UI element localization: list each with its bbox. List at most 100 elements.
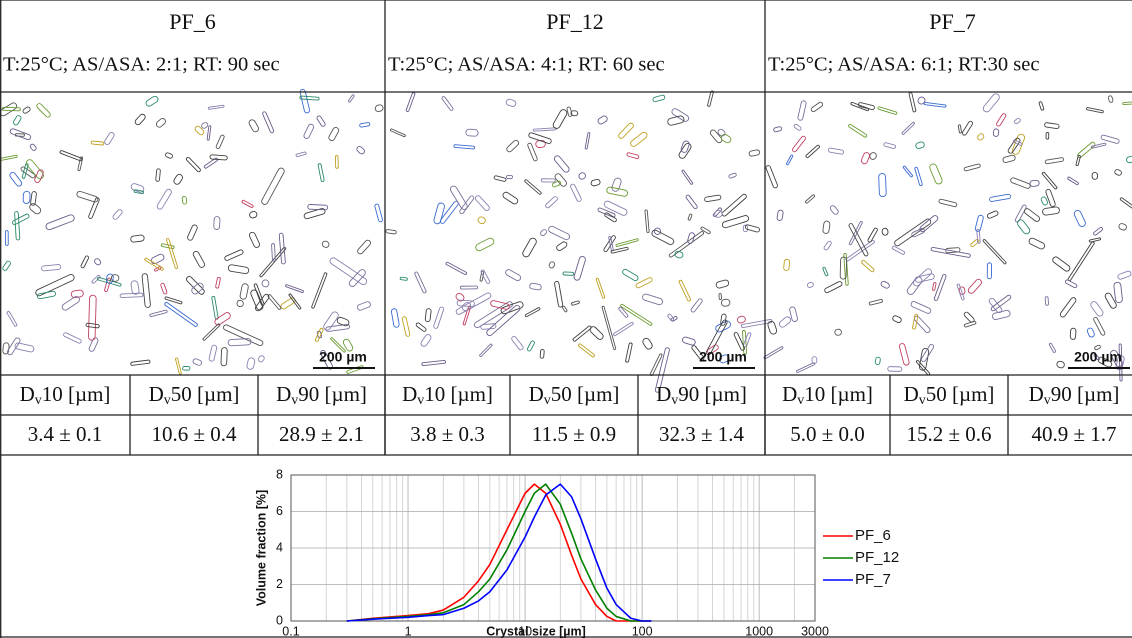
crystal bbox=[374, 104, 384, 113]
crystal bbox=[967, 278, 982, 294]
crystal bbox=[215, 134, 225, 150]
crystal bbox=[80, 255, 90, 269]
crystal bbox=[848, 221, 863, 246]
crystal bbox=[421, 359, 446, 367]
crystal bbox=[789, 306, 798, 322]
crystal bbox=[29, 203, 42, 215]
crystal bbox=[678, 279, 691, 302]
crystal bbox=[642, 337, 653, 350]
crystal bbox=[860, 152, 870, 165]
crystal bbox=[603, 200, 628, 216]
stat-header-sub: v bbox=[164, 393, 171, 408]
crystal bbox=[213, 216, 221, 230]
crystal bbox=[539, 348, 545, 359]
crystal bbox=[791, 135, 806, 153]
crystal bbox=[227, 264, 250, 275]
stat-value: 11.5 ± 0.9 bbox=[532, 422, 616, 446]
stat-value: 28.9 ± 2.1 bbox=[279, 422, 364, 446]
crystal bbox=[982, 239, 1007, 265]
crystal bbox=[271, 243, 276, 262]
crystal bbox=[806, 281, 814, 288]
crystal bbox=[765, 165, 778, 189]
crystal bbox=[1041, 171, 1058, 190]
crystal bbox=[874, 356, 881, 366]
crystal bbox=[635, 277, 653, 289]
crystal bbox=[912, 313, 919, 330]
crystal bbox=[214, 312, 231, 326]
crystal bbox=[1094, 344, 1101, 351]
crystal bbox=[590, 178, 601, 187]
crystal bbox=[1114, 169, 1122, 176]
crystal bbox=[441, 96, 454, 111]
crystal bbox=[433, 306, 445, 329]
stat-header-main: D bbox=[904, 382, 919, 406]
crystal bbox=[720, 133, 732, 144]
crystal bbox=[911, 228, 925, 238]
crystal bbox=[328, 127, 340, 142]
crystal bbox=[88, 337, 99, 352]
crystal bbox=[548, 261, 556, 269]
sample-conditions: T:25°C; AS/ASA: 2:1; RT: 90 sec bbox=[3, 54, 280, 76]
stat-header: Dv10 [µm] bbox=[402, 382, 493, 408]
crystal bbox=[477, 216, 486, 225]
crystal bbox=[1038, 101, 1045, 111]
crystal bbox=[374, 203, 383, 223]
crystal bbox=[192, 358, 202, 366]
crystal bbox=[923, 101, 947, 108]
crystal bbox=[187, 224, 198, 241]
crystal bbox=[119, 292, 144, 299]
crystal bbox=[348, 269, 366, 287]
crystal bbox=[848, 223, 869, 257]
crystal bbox=[1088, 237, 1102, 243]
crystal bbox=[974, 214, 984, 232]
crystal bbox=[603, 235, 616, 253]
crystal bbox=[810, 101, 824, 113]
crystal bbox=[311, 272, 328, 309]
crystal bbox=[215, 277, 221, 289]
crystal bbox=[474, 195, 490, 211]
crystal bbox=[742, 330, 748, 355]
crystal bbox=[12, 213, 30, 226]
crystal bbox=[334, 155, 339, 169]
crystal bbox=[303, 123, 315, 139]
crystal bbox=[209, 154, 228, 161]
crystal bbox=[719, 354, 730, 364]
crystal bbox=[259, 246, 287, 278]
crystal bbox=[877, 106, 898, 115]
crystal bbox=[1118, 223, 1127, 231]
stat-header-rest: 50 [µm] bbox=[926, 382, 995, 406]
crystal bbox=[255, 293, 270, 312]
crystal bbox=[314, 327, 324, 342]
crystal bbox=[1023, 208, 1041, 222]
crystal bbox=[868, 299, 883, 306]
scale-bar-label: 200 µm bbox=[1074, 349, 1122, 365]
crystal bbox=[740, 319, 773, 329]
crystal bbox=[1052, 256, 1071, 272]
crystal bbox=[227, 338, 252, 347]
crystal bbox=[956, 283, 965, 301]
crystal bbox=[21, 163, 29, 179]
crystal bbox=[963, 163, 981, 172]
crystal bbox=[144, 257, 164, 271]
crystal bbox=[822, 220, 831, 234]
crystal bbox=[919, 215, 939, 233]
crystal bbox=[505, 269, 522, 282]
crystal bbox=[720, 298, 731, 307]
crystal bbox=[1014, 204, 1027, 223]
crystal bbox=[203, 157, 219, 169]
stat-value: 3.4 ± 0.1 bbox=[28, 422, 103, 446]
crystal bbox=[822, 266, 829, 277]
crystal bbox=[285, 284, 304, 293]
crystal bbox=[742, 224, 748, 233]
crystal bbox=[223, 324, 264, 347]
crystal bbox=[105, 273, 114, 284]
scale-bar-label: 200 µm bbox=[699, 349, 747, 365]
stat-header: Dv90 [µm] bbox=[1029, 382, 1120, 408]
crystal bbox=[601, 305, 617, 350]
crystal bbox=[385, 229, 397, 235]
crystal bbox=[1126, 153, 1132, 164]
crystal bbox=[459, 195, 475, 215]
crystal bbox=[976, 228, 981, 244]
crystal bbox=[202, 323, 221, 341]
crystal bbox=[763, 346, 784, 360]
